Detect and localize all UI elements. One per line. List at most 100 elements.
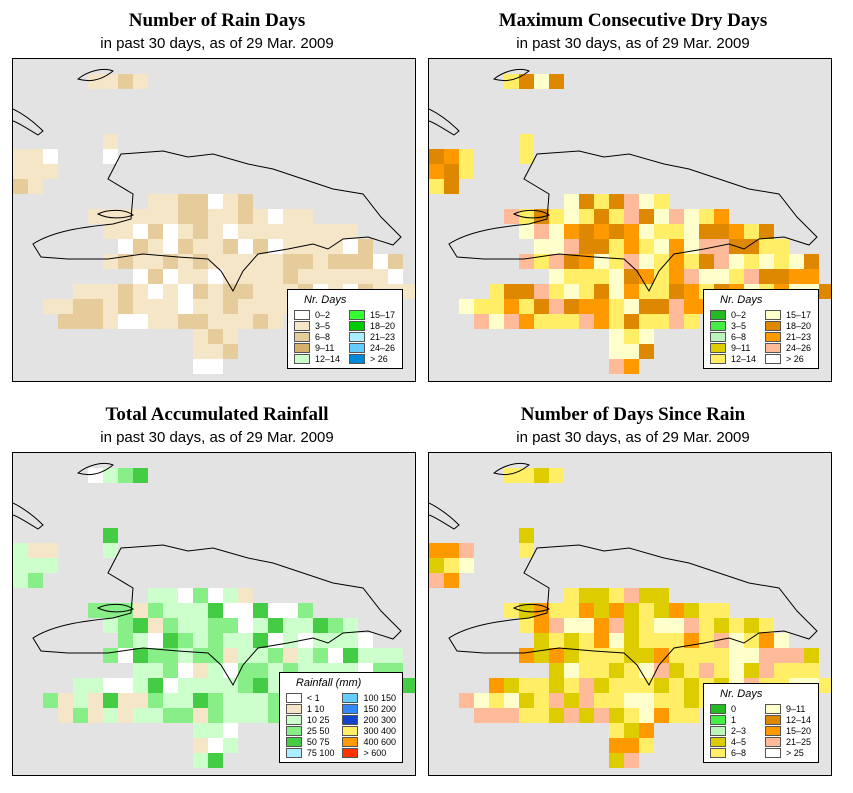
grid-cell [268,648,283,663]
legend-label: 3–5 [315,320,331,331]
grid-cell [133,648,148,663]
legend-item: 3–5 [294,320,341,331]
grid-cell [714,269,729,284]
grid-cell [223,603,238,618]
grid-cell [669,708,684,723]
grid-cell [684,269,699,284]
grid-cell [429,149,444,164]
grid-cell [343,648,358,663]
grid-cell [759,269,774,284]
grid-cell [534,239,549,254]
legend-item: 24–26 [349,342,396,353]
grid-cell [609,648,624,663]
grid-cell [73,693,88,708]
map-area[interactable]: Nr. Days 0–2 3–5 6–8 9–11 12–14 15–17 18–20 21–… [12,58,416,382]
grid-cell [133,74,148,89]
grid-cell [298,209,313,224]
grid-cell [148,299,163,314]
grid-cell [519,678,534,693]
grid-cell [519,149,534,164]
grid-cell [744,224,759,239]
legend-label: > 25 [786,747,804,758]
grid-cell [564,633,579,648]
panel-subtitle: in past 30 days, as of 29 Mar. 2009 [516,35,750,52]
grid-cell [388,648,403,663]
grid-cell [459,693,474,708]
grid-cell [328,648,343,663]
grid-cell [223,299,238,314]
grid-cell [238,194,253,209]
grid-cell [73,708,88,723]
grid-cell [223,239,238,254]
grid-cell [208,648,223,663]
legend-label: 9–11 [731,342,751,353]
grid-cell [328,269,343,284]
grid-cell [684,603,699,618]
panel-subtitle: in past 30 days, as of 29 Mar. 2009 [100,35,334,52]
map-area[interactable]: Nr. Days 0 1 2–3 4–5 6–8 9–11 12–14 15–20 21–25 >… [428,452,832,776]
grid-cell [148,663,163,678]
grid-cell [699,269,714,284]
grid-cell [193,299,208,314]
grid-cell [238,209,253,224]
grid-cell [178,314,193,329]
grid-cell [238,618,253,633]
grid-cell [133,678,148,693]
grid-cell [759,633,774,648]
grid-cell [654,693,669,708]
grid-cell [163,239,178,254]
grid-cell [148,648,163,663]
grid-cell [133,693,148,708]
legend-swatch [285,703,302,714]
grid-cell [88,74,103,89]
map-area[interactable]: Nr. Days 0–2 3–5 6–8 9–11 12–14 15–17 18–20 21–… [428,58,832,382]
grid-cell [103,468,118,483]
grid-cell [148,678,163,693]
grid-cell [163,269,178,284]
grid-cell [564,648,579,663]
grid-cell [819,678,831,693]
grid-cell [744,254,759,269]
island-outline [512,603,551,613]
grid-cell [549,314,564,329]
grid-cell [178,663,193,678]
grid-cell [178,678,193,693]
legend-label: 21–25 [786,736,812,747]
grid-cell [714,633,729,648]
grid-cell [789,269,804,284]
grid-cell [268,284,283,299]
grid-cell [88,468,103,483]
legend-swatch [342,725,359,736]
grid-cell [88,693,103,708]
grid-cell [193,239,208,254]
legend-label: 21–23 [370,331,396,342]
grid-cell [729,663,744,678]
grid-cell [253,284,268,299]
grid-cell [283,269,298,284]
grid-cell [193,738,208,753]
grid-cell [474,314,489,329]
grid-cell [729,224,744,239]
grid-cell [178,693,193,708]
grid-cell [73,314,88,329]
legend-swatch [285,747,302,758]
legend-label: 12–14 [731,353,757,364]
grid-cell [148,269,163,284]
legend-swatch [294,331,310,342]
legend-item: 1 10 [285,703,335,714]
grid-cell [253,603,268,618]
grid-cell [283,239,298,254]
grid-cell [654,603,669,618]
legend-column: 9–11 12–14 15–20 21–25 > 25 [765,703,812,758]
grid-cell [699,239,714,254]
grid-cell [208,633,223,648]
grid-cell [103,528,118,543]
grid-cell [654,678,669,693]
grid-cell [594,663,609,678]
grid-cell [804,269,819,284]
legend-label: 6–8 [315,331,331,342]
grid-cell [519,134,534,149]
legend-label: 6–8 [731,747,747,758]
